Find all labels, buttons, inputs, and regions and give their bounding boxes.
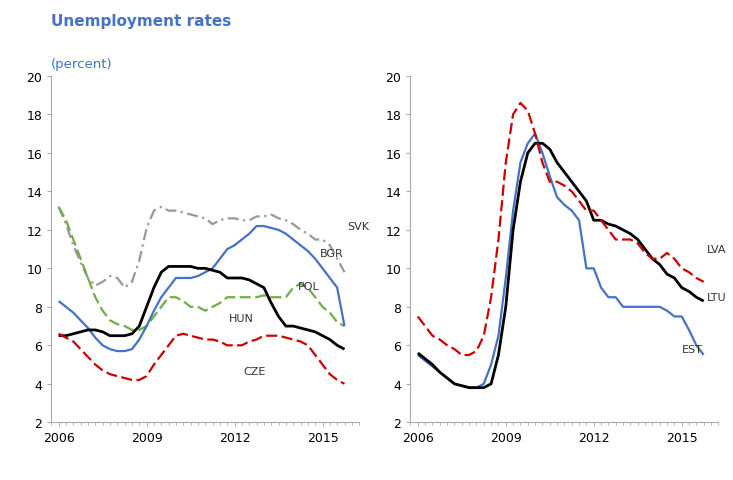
Text: CZE: CZE bbox=[243, 367, 266, 376]
Text: HUN: HUN bbox=[229, 314, 254, 324]
Text: LVA: LVA bbox=[707, 245, 726, 254]
Text: BGR: BGR bbox=[320, 249, 343, 258]
Text: Unemployment rates: Unemployment rates bbox=[51, 14, 232, 29]
Text: LTU: LTU bbox=[707, 293, 726, 302]
Text: SVK: SVK bbox=[347, 222, 369, 231]
Text: (percent): (percent) bbox=[51, 58, 113, 71]
Text: EST: EST bbox=[682, 345, 702, 354]
Text: POL: POL bbox=[298, 281, 320, 291]
